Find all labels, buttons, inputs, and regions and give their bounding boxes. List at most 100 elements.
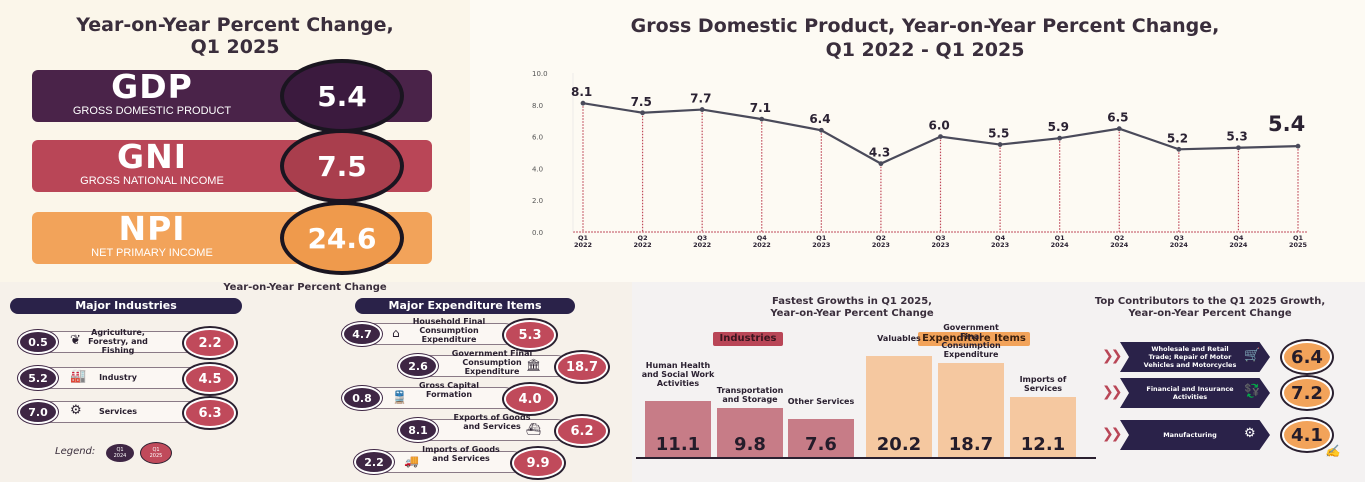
industries-tag: Industries <box>713 332 783 346</box>
x-tick-year: 2024 <box>1229 241 1248 249</box>
top-contributors-title-line2: Year-on-Year Percent Change <box>1128 308 1292 319</box>
x-tick-year: 2024 <box>1170 241 1189 249</box>
train-icon: 🚆 <box>392 390 407 404</box>
fastest-growth-value: 18.7 <box>948 434 994 455</box>
kpi-abbr: GNI <box>117 137 187 176</box>
kpi-title-line2: Q1 2025 <box>190 36 280 58</box>
expenditure-prev-value: 2.6 <box>398 354 438 378</box>
expenditure-prev-value: 2.2 <box>354 450 394 474</box>
factory-icon: 🏭 <box>70 369 87 384</box>
y-tick-label: 0.0 <box>532 229 543 237</box>
expenditure-curr-value: 4.0 <box>504 384 556 414</box>
gdp-value-label: 6.0 <box>929 119 950 133</box>
contributor-row <box>1120 420 1270 450</box>
kpi-value-circle: 5.4 <box>280 59 404 133</box>
fastest-growth-category: Transportation and Storage <box>716 386 784 404</box>
x-tick-quarter: Q1 <box>578 234 589 242</box>
industry-prev-value: 7.0 <box>18 400 58 424</box>
gdp-value-label: 4.3 <box>869 146 890 160</box>
legend-label: Legend: <box>55 446 96 457</box>
fastest-growth-category: Other Services <box>787 397 855 406</box>
contributor-icon: ⚙ <box>1244 426 1256 441</box>
yoy-subtitle: Year-on-Year Percent Change <box>223 282 387 293</box>
fastest-growth-title: Fastest Growths in Q1 2025, Year-on-Year… <box>722 296 982 320</box>
x-tick-year: 2022 <box>753 241 771 249</box>
legend-curr-line1: Q1 <box>152 447 160 453</box>
industry-prev-value: 0.5 <box>18 330 58 354</box>
expenditure-curr-value: 5.3 <box>504 320 556 350</box>
fastest-growth-value: 7.6 <box>805 434 837 455</box>
y-tick-label: 10.0 <box>532 70 548 78</box>
x-tick-year: 2024 <box>1051 241 1070 249</box>
industry-label: Agriculture, Forestry, and Fishing <box>88 328 148 355</box>
gdp-point <box>1295 143 1301 149</box>
gdp-value-label: 6.5 <box>1107 111 1128 125</box>
gdp-line-chart: 0.02.04.06.08.010.08.1Q120227.5Q220227.7… <box>532 70 1308 249</box>
legend-curr-line2: 2025 <box>149 453 163 459</box>
industry-curr-value: 2.2 <box>184 328 236 358</box>
x-tick-quarter: Q4 <box>757 234 768 242</box>
x-tick-quarter: Q4 <box>995 234 1006 242</box>
gear-hand-icon: ⚙ <box>70 403 82 418</box>
gdp-line-chart-panel: Gross Domestic Product, Year-on-Year Per… <box>470 0 1365 282</box>
kpi-name: GROSS DOMESTIC PRODUCT <box>72 105 232 117</box>
fastest-growth-bar <box>717 408 783 457</box>
bank-icon: 🏛 <box>526 358 542 372</box>
expenditure-label: Exports of Goods and Services <box>453 413 531 431</box>
x-tick-year: 2023 <box>991 241 1009 249</box>
gdp-point <box>938 134 943 140</box>
x-tick-quarter: Q1 <box>1055 234 1066 242</box>
x-tick-year: 2023 <box>812 241 830 249</box>
kpi-name: GROSS NATIONAL INCOME <box>80 175 224 187</box>
x-tick-quarter: Q1 <box>816 234 827 242</box>
x-tick-year: 2022 <box>693 241 711 249</box>
gdp-value-label: 8.1 <box>571 85 592 99</box>
fastest-growth-bar <box>788 419 854 457</box>
expenditure-items-tag: Expenditure Items <box>918 332 1030 346</box>
kpi-value-circle: 24.6 <box>280 201 404 275</box>
y-tick-label: 2.0 <box>532 197 543 205</box>
gdp-value-label: 7.1 <box>750 101 771 115</box>
kpi-value-circle: 7.5 <box>280 129 404 203</box>
y-tick-label: 8.0 <box>532 102 543 110</box>
x-tick-quarter: Q2 <box>876 234 886 242</box>
house-icon: ⌂ <box>392 326 400 340</box>
fastest-growth-category: Imports of Services <box>1019 375 1067 393</box>
gdp-value-label: 7.7 <box>690 92 711 106</box>
gdp-point <box>1116 126 1122 132</box>
expenditure-curr-value: 18.7 <box>556 352 608 382</box>
expenditure-label: Government Final Consumption Expenditure <box>451 349 533 376</box>
contributor-row <box>1120 378 1270 408</box>
gdp-point <box>878 161 884 167</box>
contributor-icon: 🛒 <box>1244 348 1261 363</box>
contributor-value: 7.2 <box>1282 377 1332 409</box>
legend-prev-line1: Q1 <box>116 447 124 453</box>
kpi-title: Year-on-Year Percent Change, Q1 2025 <box>30 14 440 58</box>
x-tick-year: 2022 <box>574 241 592 249</box>
major-expenditure-header: Major Expenditure Items <box>355 298 575 314</box>
fastest-growth-title-line1: Fastest Growths in Q1 2025, <box>772 296 932 307</box>
x-tick-quarter: Q1 <box>1293 234 1304 242</box>
x-tick-quarter: Q3 <box>697 234 707 242</box>
fastest-growth-bar <box>1010 397 1076 457</box>
x-tick-quarter: Q2 <box>638 234 648 242</box>
fastest-growth-category: Government Final Consumption Expenditure <box>941 323 1001 359</box>
x-tick-year: 2023 <box>931 241 949 249</box>
gdp-point <box>1176 146 1182 152</box>
kpi-card-gdp: GDP GROSS DOMESTIC PRODUCT 5.4 <box>32 59 432 133</box>
kpi-abbr: GDP <box>111 67 193 106</box>
fastest-growth-title-line2: Year-on-Year Percent Change <box>770 308 934 319</box>
gdp-point <box>759 116 765 122</box>
industry-label: Industry <box>99 373 137 382</box>
industry-label: Services <box>98 407 138 416</box>
industry-curr-value: 4.5 <box>184 364 236 394</box>
industries-expenditure-panel: Year-on-Year Percent Change Major Indust… <box>0 282 632 482</box>
fastest-growth-value: 12.1 <box>1020 434 1066 455</box>
fastest-growth-value: 11.1 <box>655 434 701 455</box>
major-industries-header: Major Industries <box>10 298 242 314</box>
legend-prev-line2: 2024 <box>113 453 127 459</box>
kpi-abbr: NPI <box>118 209 186 248</box>
fastest-growth-bar <box>938 363 1004 457</box>
gdp-value-label: 5.9 <box>1048 120 1069 134</box>
expenditure-curr-value: 9.9 <box>512 448 564 478</box>
